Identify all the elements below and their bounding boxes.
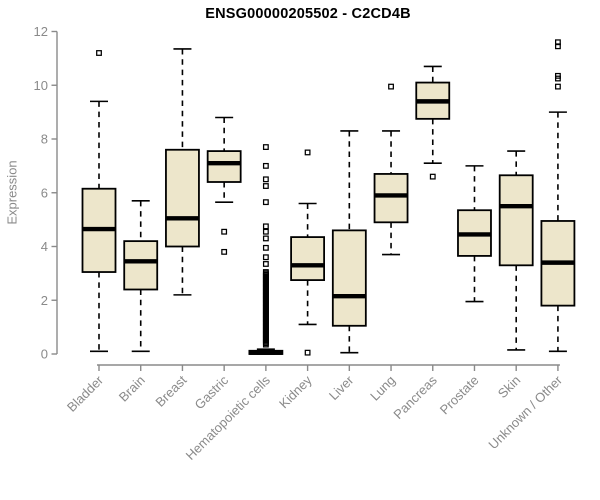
boxplot-liver: [331, 130, 367, 354]
boxplot-breast: [165, 48, 200, 296]
iqr-box: [331, 229, 367, 327]
outlier-point: [262, 144, 269, 150]
outlier-point: [262, 223, 269, 230]
outlier-point: [221, 248, 228, 255]
iqr-box: [290, 236, 326, 281]
outlier-point: [388, 83, 394, 90]
x-category-label: Gastric: [192, 372, 232, 412]
x-category-label: Pancreas: [390, 372, 440, 422]
y-tick-label: 6: [41, 185, 48, 200]
outlier-point: [96, 50, 102, 56]
outlier-point: [554, 75, 561, 82]
outlier-point: [262, 228, 269, 235]
outlier-point: [304, 349, 311, 356]
iqr-box: [206, 150, 242, 183]
outlier-point: [262, 162, 269, 169]
chart-title: ENSG00000205502 - C2CD4B: [205, 6, 411, 22]
boxplot-hematopoietic-cells: [248, 144, 284, 355]
outlier-point: [221, 228, 228, 235]
outlier-point: [554, 83, 561, 90]
x-category-label: Brain: [116, 373, 148, 405]
boxplot-lung: [373, 83, 409, 256]
boxplot-unknown-other: [540, 39, 576, 353]
y-tick-label: 4: [41, 239, 48, 254]
boxplot-skin: [498, 150, 534, 351]
boxplot-gastric: [206, 116, 242, 255]
outlier-point: [262, 244, 269, 251]
y-axis: 0 2 4 6 8 10 12: [34, 24, 58, 362]
outlier-point: [262, 261, 269, 267]
boxplot-kidney: [290, 149, 326, 356]
outlier-point: [262, 254, 269, 261]
x-category-label: Skin: [495, 373, 523, 401]
outlier-point: [429, 173, 436, 180]
iqr-box: [498, 174, 534, 267]
y-tick-label: 8: [41, 132, 48, 147]
iqr-box: [373, 173, 409, 224]
x-category-label: Unknown / Other: [485, 372, 565, 452]
outlier-point: [262, 183, 269, 189]
x-category-label: Lung: [367, 373, 398, 404]
boxplot-bladder: [81, 50, 117, 353]
y-tick-label: 12: [34, 24, 48, 39]
y-tick-label: 0: [41, 347, 48, 362]
outlier-point: [304, 149, 311, 156]
x-category-label: Kidney: [276, 372, 315, 411]
iqr-box: [165, 148, 200, 248]
outlier-point: [262, 269, 269, 275]
y-tick-label: 10: [34, 78, 48, 93]
boxplot-pancreas: [415, 65, 451, 180]
iqr-box: [123, 240, 159, 291]
outlier-point: [554, 43, 561, 50]
boxplot-brain: [123, 200, 159, 353]
outlier-point: [262, 176, 269, 183]
outlier-point: [262, 235, 269, 242]
outlier-point: [262, 199, 269, 206]
boxplot-prostate: [457, 165, 492, 303]
y-tick-label: 2: [41, 293, 48, 308]
x-category-label: Breast: [152, 372, 189, 409]
x-category-label: Liver: [326, 372, 357, 403]
x-category-label: Bladder: [64, 372, 107, 415]
x-category-label: Prostate: [437, 373, 482, 418]
